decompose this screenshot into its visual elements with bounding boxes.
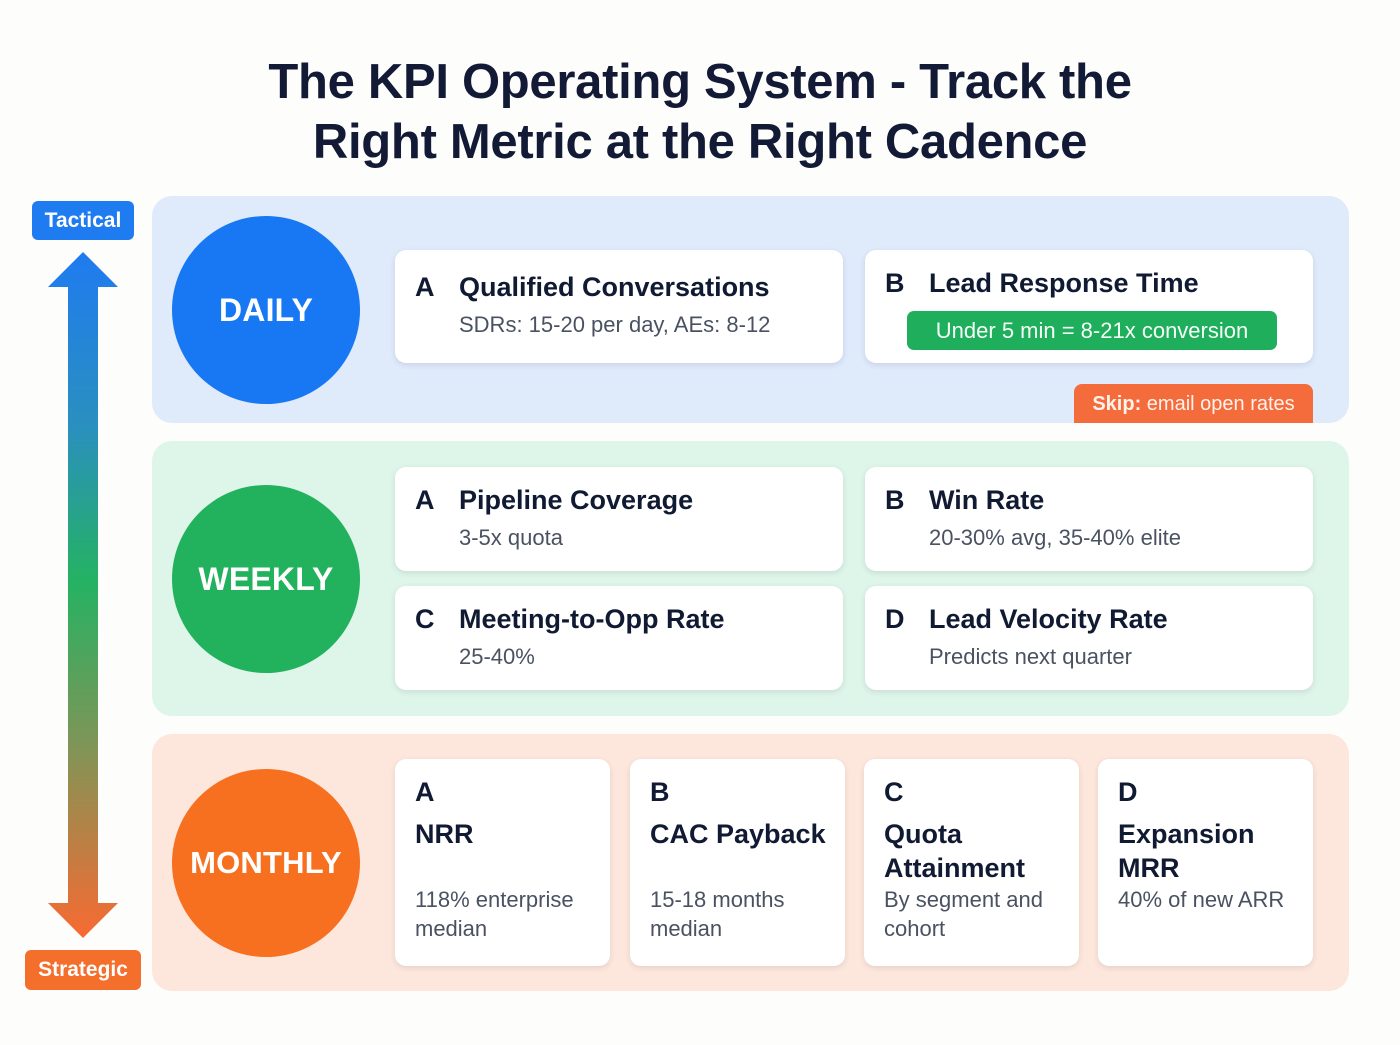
metric-card-pipeline-coverage: A Pipeline Coverage 3-5x quota — [395, 467, 843, 571]
metric-letter: A — [415, 485, 435, 515]
skip-text: email open rates — [1146, 392, 1295, 415]
double-headed-arrow-icon — [48, 252, 118, 938]
metric-card-win-rate: B Win Rate 20-30% avg, 35-40% elite — [865, 467, 1313, 571]
daily-circle: DAILY — [172, 216, 360, 404]
metric-name: Qualified Conversations — [459, 272, 770, 302]
metric-letter: B — [885, 268, 905, 298]
metric-card-lead-response-time: B Lead Response Time Under 5 min = 8-21x… — [865, 250, 1313, 363]
metric-name: Lead Velocity Rate — [929, 604, 1168, 634]
metric-name: Expansion MRR — [1118, 819, 1255, 883]
metric-card-nrr: A NRR 118% enterprise median — [395, 759, 610, 966]
daily-panel: DAILY A Qualified Conversations SDRs: 15… — [152, 196, 1349, 423]
monthly-circle: MONTHLY — [172, 769, 360, 957]
title-line-2: Right Metric at the Right Cadence — [312, 115, 1088, 169]
metric-name: Quota Attainment — [884, 819, 1025, 883]
metric-letter: D — [885, 604, 905, 634]
metric-desc: 20-30% avg, 35-40% elite — [929, 525, 1181, 550]
metric-name: Win Rate — [929, 485, 1045, 515]
metric-card-qualified-conversations: A Qualified Conversations SDRs: 15-20 pe… — [395, 250, 843, 363]
metric-name: CAC Payback — [650, 819, 826, 849]
highlight-pill: Under 5 min = 8-21x conversion — [907, 311, 1277, 350]
metric-letter: A — [415, 777, 435, 807]
metric-card-expansion-mrr: D Expansion MRR 40% of new ARR — [1098, 759, 1313, 966]
skip-label: Skip: — [1092, 392, 1142, 415]
weekly-panel: WEEKLY A Pipeline Coverage 3-5x quota B … — [152, 441, 1349, 716]
metric-letter: B — [885, 485, 905, 515]
skip-badge: Skip: email open rates — [1074, 384, 1313, 423]
metric-desc: 25-40% — [459, 644, 535, 669]
title-line-1: The KPI Operating System - Track the — [268, 55, 1132, 109]
metric-desc: 15-18 months median — [650, 887, 785, 941]
tactical-badge: Tactical — [32, 201, 134, 240]
weekly-circle: WEEKLY — [172, 485, 360, 673]
metric-letter: D — [1118, 777, 1138, 807]
metric-card-quota-attainment: C Quota Attainment By segment and cohort — [864, 759, 1079, 966]
metric-desc: 3-5x quota — [459, 525, 563, 550]
metric-card-meeting-to-opp-rate: C Meeting-to-Opp Rate 25-40% — [395, 586, 843, 690]
metric-letter: B — [650, 777, 670, 807]
metric-desc: By segment and cohort — [884, 887, 1043, 941]
metric-letter: C — [415, 604, 435, 634]
metric-letter: C — [884, 777, 904, 807]
strategic-badge: Strategic — [25, 950, 141, 990]
metric-name: Meeting-to-Opp Rate — [459, 604, 725, 634]
metric-desc: 40% of new ARR — [1118, 887, 1285, 912]
metric-name: NRR — [415, 819, 474, 849]
metric-desc: Predicts next quarter — [929, 644, 1132, 669]
metric-name: Lead Response Time — [929, 268, 1199, 298]
page-title: The KPI Operating System - Track the Rig… — [0, 52, 1400, 172]
metric-card-lead-velocity-rate: D Lead Velocity Rate Predicts next quart… — [865, 586, 1313, 690]
metric-letter: A — [415, 272, 435, 302]
metric-name: Pipeline Coverage — [459, 485, 694, 515]
metric-desc: SDRs: 15-20 per day, AEs: 8-12 — [459, 312, 771, 337]
monthly-panel: MONTHLY A NRR 118% enterprise median B C… — [152, 734, 1349, 991]
metric-desc: 118% enterprise median — [415, 887, 574, 941]
metric-card-cac-payback: B CAC Payback 15-18 months median — [630, 759, 845, 966]
